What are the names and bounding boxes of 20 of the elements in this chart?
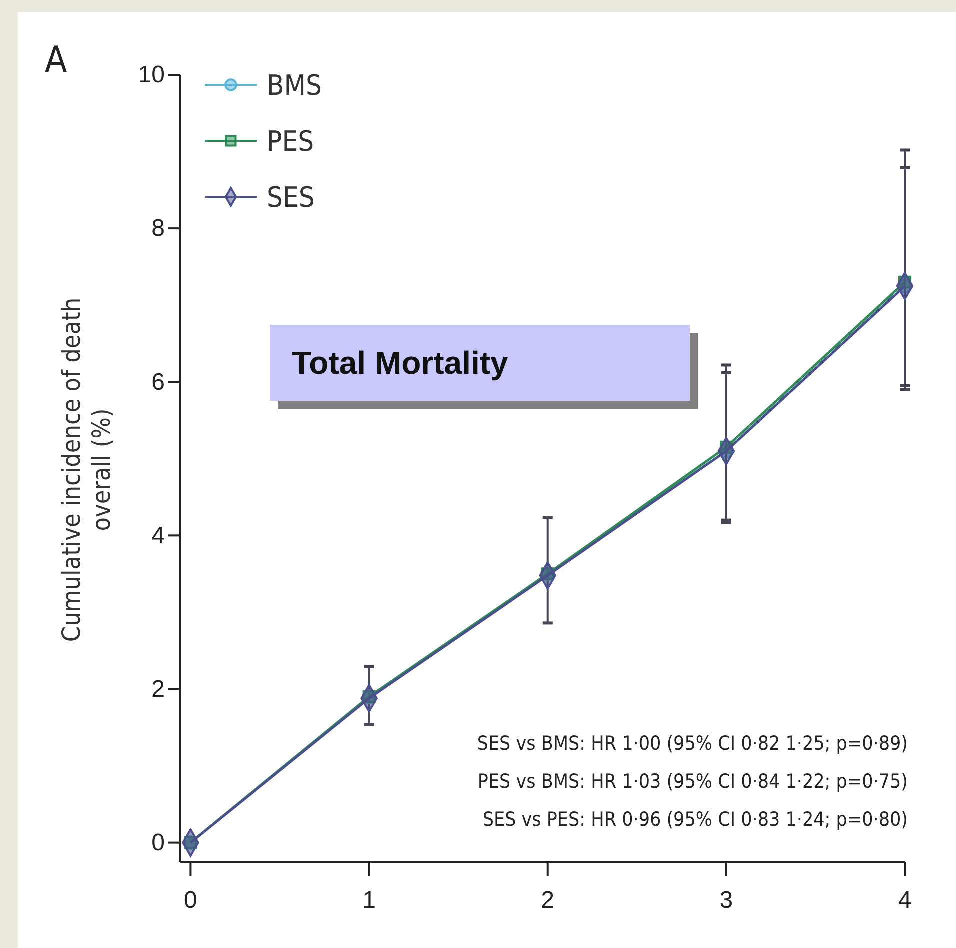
text: A	[45, 40, 68, 81]
y-tick-label: 0	[152, 829, 165, 856]
y-tick-label: 10	[138, 62, 165, 89]
x-tick-label: 1	[362, 886, 376, 914]
x-tick-label: 3	[720, 886, 734, 914]
y-tick-label: 4	[152, 522, 165, 550]
annotation: PES vs BMS: HR 1·03 (95% CI 0·84 1·22; p=0·75)	[478, 770, 908, 793]
text: Total Mortality	[292, 345, 508, 382]
y-tick-label: 8	[152, 215, 165, 242]
x-tick-label: 4	[898, 886, 912, 914]
legend-label: BMS	[267, 69, 322, 102]
annotation: SES vs PES: HR 0·96 (95% CI 0·83 1·24; p=0·80)	[482, 808, 908, 831]
y-tick-label: 6	[152, 368, 165, 396]
legend-label: SES	[267, 181, 315, 214]
y-tick-label: 2	[152, 676, 165, 703]
legend-label: PES	[267, 125, 314, 158]
annotation: SES vs BMS: HR 1·00 (95% CI 0·82 1·25; p=0·89)	[477, 732, 908, 755]
x-tick-label: 0	[184, 886, 198, 914]
x-tick-label: 2	[541, 886, 555, 914]
y-axis-title: Cumulative incidence of death overall (%)	[57, 298, 116, 642]
